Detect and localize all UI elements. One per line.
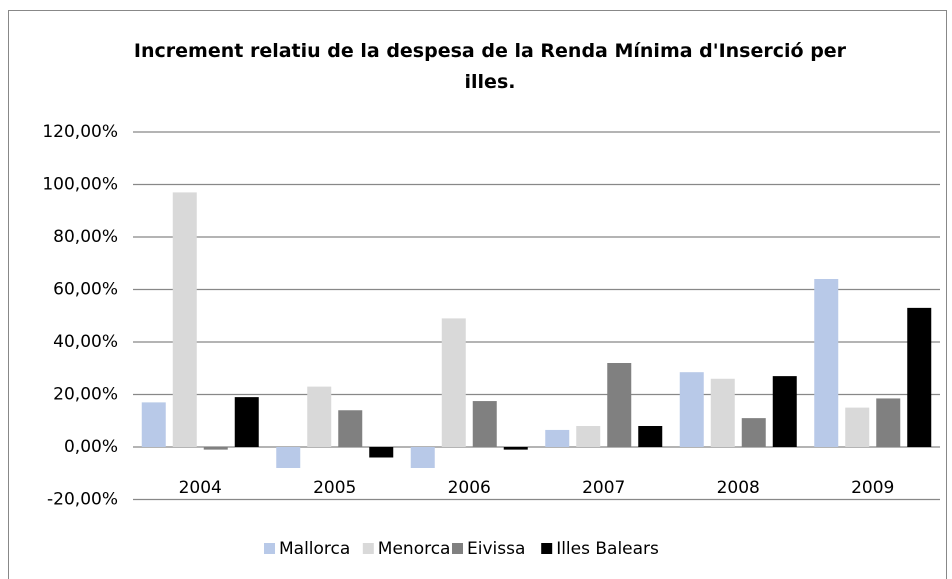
bar (876, 398, 901, 447)
bar (369, 447, 394, 458)
x-tick-label: 2005 (313, 478, 356, 498)
chart-border (8, 10, 947, 579)
bar (276, 447, 301, 468)
bar (638, 426, 663, 447)
bar (441, 318, 466, 447)
bar (472, 401, 497, 447)
y-tick-label: 60,00% (53, 280, 118, 300)
legend-label: Mallorca (279, 539, 350, 559)
legend-label: Eivissa (467, 539, 525, 559)
bar (679, 372, 704, 447)
y-tick-label: 80,00% (53, 227, 118, 247)
bar (814, 279, 839, 447)
bar (741, 418, 766, 447)
bar (576, 426, 601, 447)
x-tick-label: 2004 (179, 478, 222, 498)
bar (907, 307, 932, 447)
bar (503, 447, 528, 450)
bar (234, 397, 259, 447)
legend-label: Menorca (378, 539, 451, 559)
bar (172, 192, 197, 447)
y-tick-label: 120,00% (42, 122, 118, 142)
y-tick-label: 100,00% (42, 175, 118, 195)
bar (710, 378, 735, 447)
y-tick-label: 20,00% (53, 385, 118, 405)
bar (410, 447, 435, 468)
bar (772, 376, 797, 447)
y-tick-label: -20,00% (47, 490, 118, 510)
legend-label: Illes Balears (556, 539, 659, 559)
x-tick-label: 2007 (582, 478, 625, 498)
x-tick-label: 2008 (717, 478, 760, 498)
bar (545, 429, 570, 447)
legend-swatch (452, 543, 463, 554)
legend-swatch (362, 543, 374, 554)
x-tick-label: 2009 (851, 478, 894, 498)
bar (141, 402, 166, 447)
bar (203, 447, 228, 450)
chart-title: Increment relatiu de la despesa de la Re… (133, 40, 847, 93)
bar (607, 363, 632, 447)
bar (845, 407, 870, 447)
y-tick-label: 0,00% (64, 437, 118, 457)
bar (338, 410, 363, 447)
legend-swatch (264, 543, 275, 554)
x-tick-label: 2006 (448, 478, 491, 498)
legend-swatch (541, 543, 553, 554)
bar (307, 386, 332, 447)
y-tick-label: 40,00% (53, 332, 118, 352)
